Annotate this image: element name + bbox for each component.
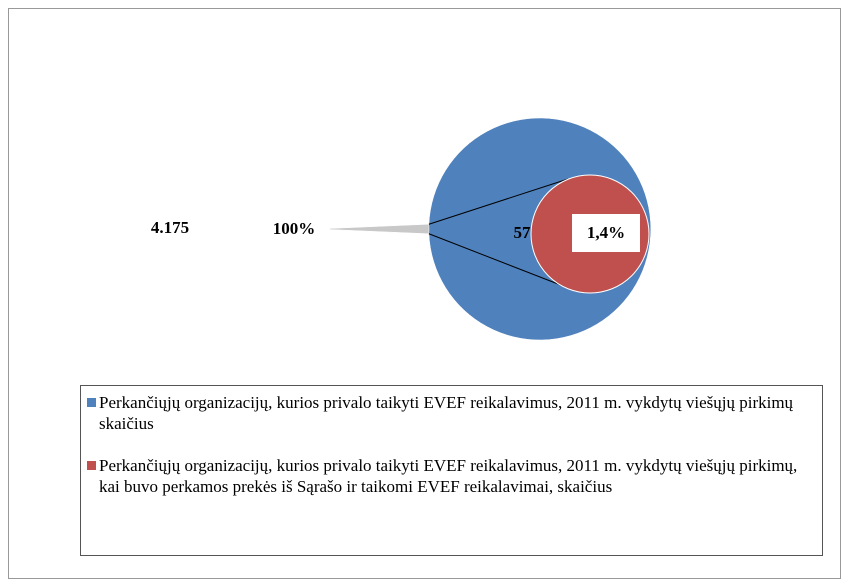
percent-label: 1,4% <box>587 223 625 242</box>
label-box <box>258 211 330 248</box>
percent-label: 100% <box>273 219 316 238</box>
legend-label: Perkančiųjų organizacijų, kurios privalo… <box>99 393 794 433</box>
connector-line <box>428 233 577 292</box>
data-label: 57 <box>514 223 532 242</box>
legend-swatch <box>87 461 96 470</box>
data-label: 4.175 <box>151 218 189 237</box>
pie-slice-detail <box>317 223 430 235</box>
legend-item: Perkančiųjų organizacijų, kurios privalo… <box>87 392 812 434</box>
chart-border <box>8 8 841 579</box>
legend-label: Perkančiųjų organizacijų, kurios privalo… <box>99 456 798 496</box>
label-box <box>572 214 640 252</box>
connector-line <box>428 178 569 225</box>
legend: Perkančiųjų organizacijų, kurios privalo… <box>80 385 823 556</box>
legend-swatch <box>87 398 96 407</box>
legend-item: Perkančiųjų organizacijų, kurios privalo… <box>87 455 812 497</box>
